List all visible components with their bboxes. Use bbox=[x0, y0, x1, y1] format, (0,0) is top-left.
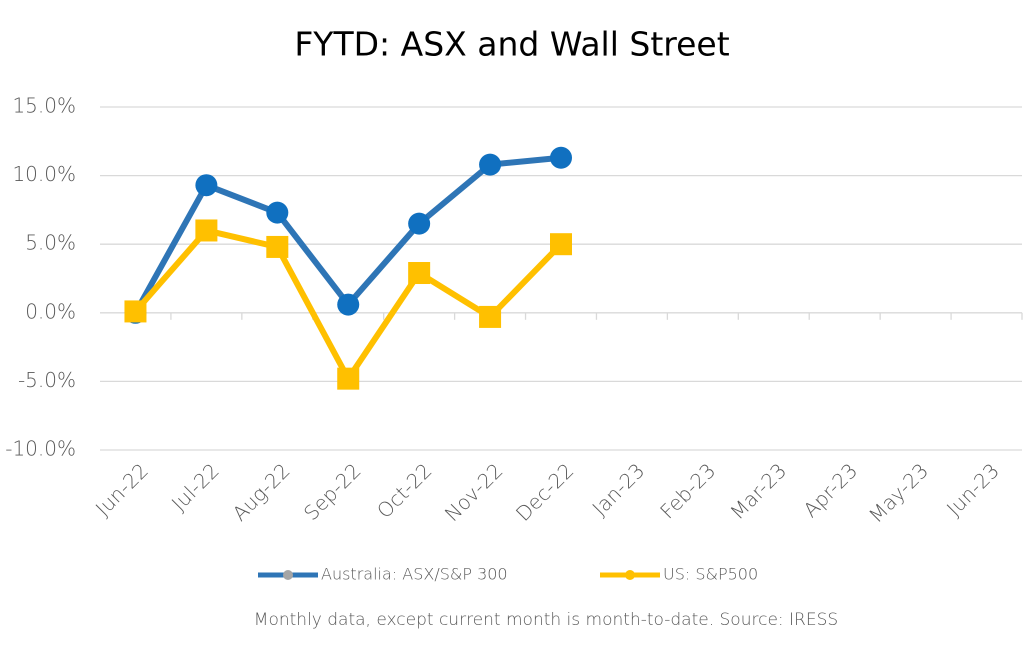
marker bbox=[195, 174, 218, 197]
y-tick-label: -5.0% bbox=[18, 368, 76, 392]
y-tick-label: 0.0% bbox=[25, 299, 76, 323]
marker bbox=[408, 262, 431, 285]
marker bbox=[550, 146, 572, 169]
marker bbox=[266, 201, 289, 224]
y-tick-label: -10.0% bbox=[5, 437, 76, 461]
marker bbox=[408, 212, 431, 235]
footnote: Monthly data, except current month is mo… bbox=[254, 610, 838, 630]
legend-marker bbox=[625, 570, 635, 580]
chart-title: FYTD: ASX and Wall Street bbox=[294, 25, 729, 64]
legend-label: US: S&P500 bbox=[663, 565, 758, 584]
y-tick-label: 5.0% bbox=[25, 231, 76, 255]
marker bbox=[337, 293, 360, 316]
marker bbox=[479, 153, 502, 176]
marker bbox=[550, 233, 572, 256]
marker bbox=[195, 219, 218, 242]
y-tick-label: 15.0% bbox=[12, 94, 76, 118]
legend-label: Australia: ASX/S&P 300 bbox=[321, 565, 508, 584]
marker bbox=[337, 367, 360, 390]
marker bbox=[124, 300, 147, 323]
marker bbox=[479, 305, 502, 328]
marker bbox=[266, 235, 289, 258]
legend-marker bbox=[283, 570, 293, 580]
y-tick-label: 10.0% bbox=[12, 162, 76, 186]
